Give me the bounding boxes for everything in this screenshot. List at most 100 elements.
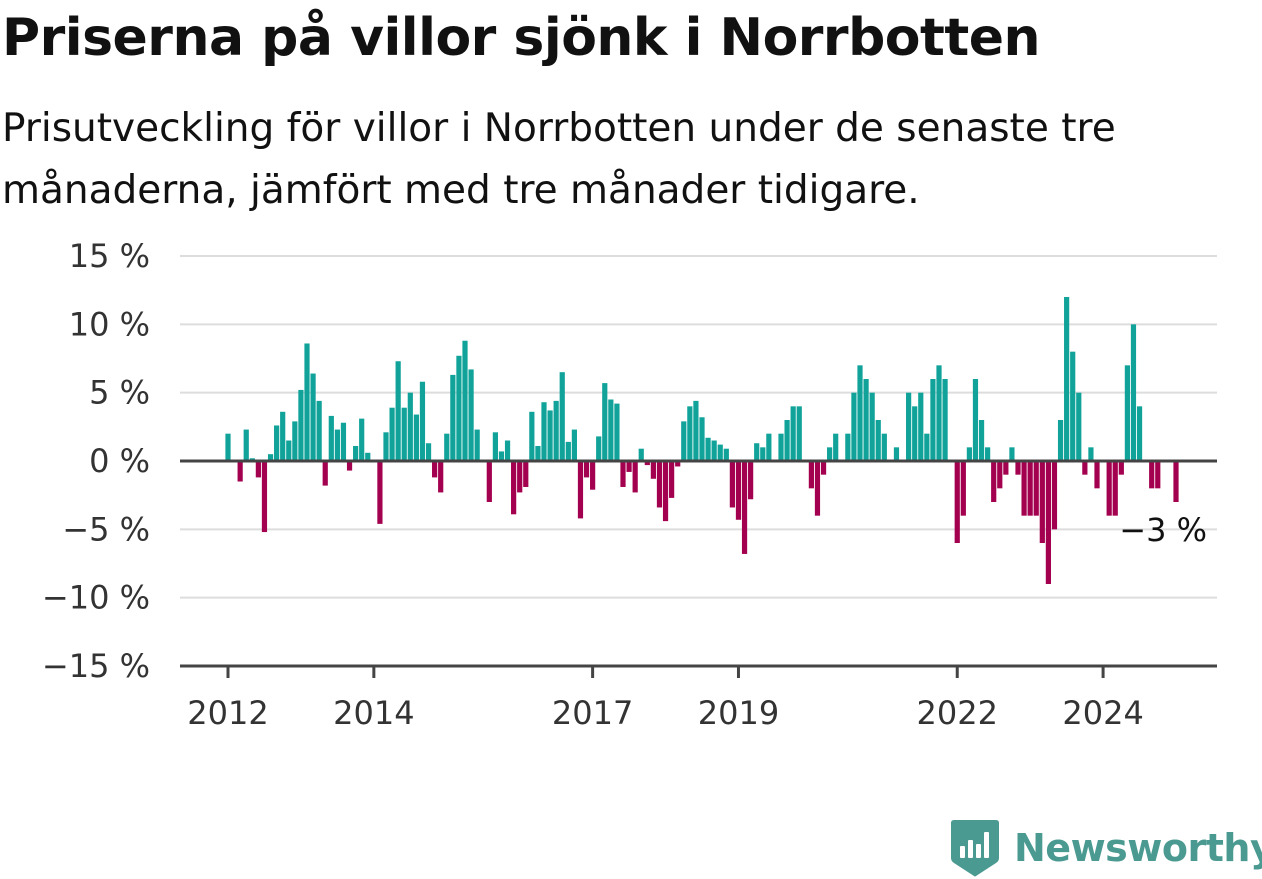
chart-subtitle: Prisutveckling för villor i Norrbotten u…	[2, 106, 1116, 213]
bar	[1057, 420, 1064, 461]
bar	[450, 374, 456, 461]
bar	[960, 461, 966, 516]
bar	[650, 461, 656, 479]
bar	[784, 420, 790, 461]
bar	[693, 400, 699, 461]
bar	[1021, 461, 1027, 516]
bar	[796, 406, 802, 461]
bar	[966, 447, 972, 461]
bar	[328, 415, 334, 461]
y-tick-label: 10 %	[69, 305, 150, 343]
bar	[851, 392, 857, 461]
bar	[735, 461, 742, 520]
bar	[462, 340, 468, 461]
bar	[820, 461, 827, 475]
bar	[492, 432, 498, 461]
bar	[675, 461, 681, 467]
bar	[310, 373, 316, 461]
bar	[237, 461, 243, 482]
x-tick-label: 2014	[333, 694, 414, 732]
y-tick-label: 0 %	[89, 442, 150, 480]
bar	[662, 461, 669, 522]
bar	[705, 437, 711, 461]
bar	[766, 433, 772, 461]
bar	[243, 429, 249, 461]
bar	[1015, 461, 1021, 475]
bar	[383, 432, 389, 461]
bar	[790, 406, 796, 461]
bar	[669, 461, 675, 498]
bar	[893, 447, 900, 461]
x-axis-ticks: 2012 2014 2017 2019 2022 2024	[187, 666, 1144, 732]
bar	[717, 444, 723, 461]
bar	[456, 355, 462, 461]
bar	[827, 447, 833, 461]
bar	[577, 461, 584, 519]
bar	[346, 461, 353, 471]
bar	[833, 433, 839, 461]
bar	[1045, 461, 1051, 584]
bar	[723, 448, 729, 461]
bar	[407, 392, 413, 461]
bar	[711, 440, 717, 461]
bar	[596, 436, 602, 461]
annotations: −3 %	[1119, 511, 1207, 549]
bar	[608, 399, 614, 461]
bar	[280, 411, 286, 461]
bar	[425, 443, 432, 461]
bar	[1064, 297, 1070, 461]
bar	[1009, 447, 1015, 461]
bar	[978, 420, 985, 461]
bar	[225, 433, 231, 461]
bar	[1118, 461, 1124, 475]
x-tick-label: 2022	[917, 694, 998, 732]
bar	[255, 461, 261, 478]
bar	[912, 406, 918, 461]
bar	[1082, 461, 1088, 475]
bar	[930, 379, 936, 461]
bar	[1003, 461, 1009, 475]
bar	[924, 433, 930, 461]
bar	[954, 461, 960, 543]
bar	[322, 461, 328, 486]
bar	[547, 410, 553, 461]
bar	[468, 369, 474, 461]
bar	[869, 392, 875, 461]
bar	[741, 461, 748, 554]
bar	[541, 402, 547, 461]
bar	[656, 461, 663, 508]
bar	[590, 461, 596, 490]
bar	[413, 414, 419, 461]
y-tick-label: 5 %	[89, 374, 150, 412]
y-tick-label: 15 %	[69, 237, 150, 275]
bar	[401, 407, 407, 461]
bar	[620, 461, 626, 487]
bar	[760, 447, 766, 461]
bar	[972, 379, 979, 461]
bar	[267, 454, 274, 461]
bar	[389, 407, 395, 461]
bar	[334, 429, 340, 461]
bar	[1033, 461, 1039, 516]
bar	[261, 461, 268, 533]
bar	[1155, 461, 1161, 489]
bar	[359, 418, 365, 461]
bar	[438, 461, 444, 493]
bar	[906, 392, 912, 461]
x-tick-label: 2012	[187, 694, 268, 732]
bar	[419, 381, 426, 461]
bar	[754, 443, 760, 461]
bar	[523, 461, 529, 487]
y-tick-label: −5 %	[62, 510, 150, 548]
bar	[365, 452, 371, 461]
bar	[614, 403, 620, 461]
x-tick-label: 2024	[1062, 694, 1143, 732]
bar	[699, 417, 705, 461]
bar	[353, 445, 359, 461]
bar	[632, 461, 638, 493]
bar	[1130, 324, 1137, 461]
bar	[498, 451, 505, 461]
bar	[626, 461, 632, 472]
bar	[997, 461, 1003, 489]
